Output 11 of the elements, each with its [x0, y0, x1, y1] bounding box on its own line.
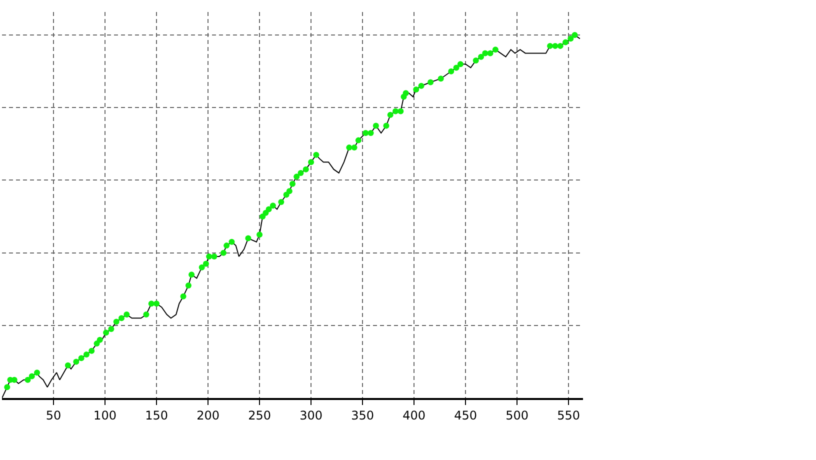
x-tick-label: 300 [300, 408, 322, 422]
x-tick-label: 150 [145, 408, 168, 422]
x-tick-label: 250 [248, 408, 271, 422]
x-tick-label: 450 [454, 408, 478, 422]
x-tick-label: 550 [557, 408, 580, 422]
x-tick-label: 400 [402, 408, 426, 422]
x-tick-label: 500 [506, 408, 529, 422]
x-tick-label: 200 [196, 408, 220, 422]
x-tick-label: 350 [351, 408, 374, 422]
x-tick-label: 50 [46, 408, 62, 422]
x-tick-label: 100 [94, 408, 116, 422]
